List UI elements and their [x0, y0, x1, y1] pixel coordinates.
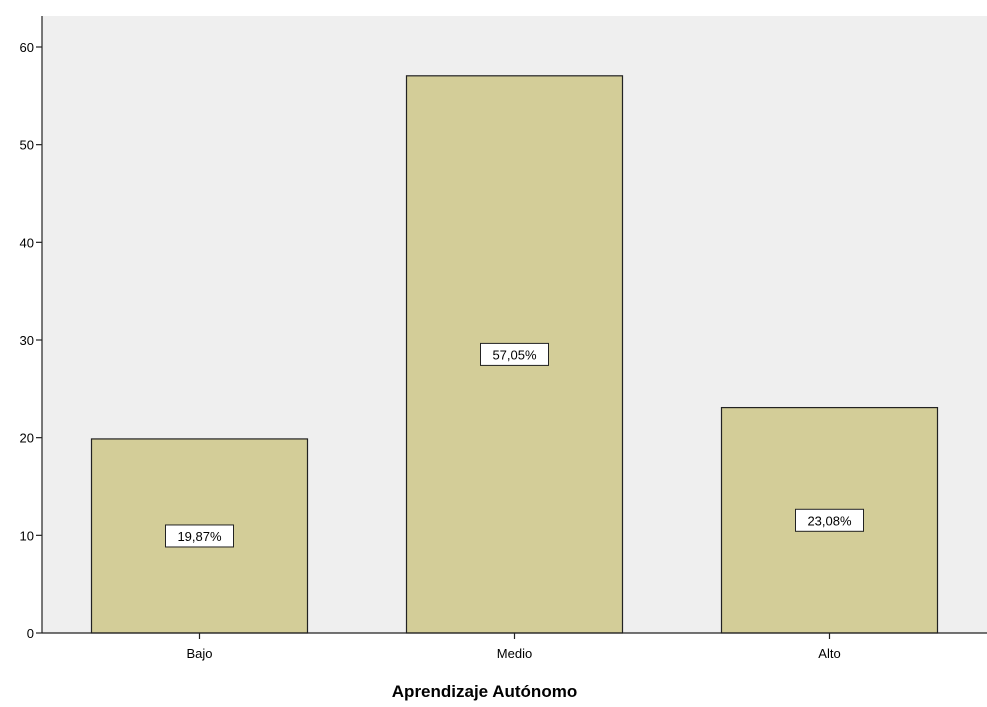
x-category-label: Medio — [497, 646, 532, 661]
y-tick-label: 20 — [20, 431, 34, 446]
y-tick-label: 0 — [27, 626, 34, 641]
x-categories: Bajo Medio Alto — [186, 633, 841, 661]
data-label: 23,08% — [807, 513, 852, 528]
data-labels: 19,87% 57,05% 23,08% — [165, 342, 864, 548]
data-label-box — [165, 524, 234, 548]
data-label-box — [480, 342, 549, 366]
x-axis-title: Aprendizaje Autónomo — [392, 682, 577, 701]
x-category-label: Bajo — [186, 646, 212, 661]
y-tick-label: 60 — [20, 40, 34, 55]
data-label: 57,05% — [492, 347, 537, 362]
data-label-box — [795, 508, 864, 532]
y-tick-label: 30 — [20, 333, 34, 348]
data-label: 19,87% — [177, 529, 222, 544]
bars-layer — [90, 75, 939, 634]
y-ticks: 0 10 20 30 40 50 60 — [20, 40, 42, 641]
x-category-label: Alto — [818, 646, 840, 661]
y-tick-label: 10 — [20, 528, 34, 543]
y-tick-label: 40 — [20, 235, 34, 250]
y-tick-label: 50 — [20, 138, 34, 153]
